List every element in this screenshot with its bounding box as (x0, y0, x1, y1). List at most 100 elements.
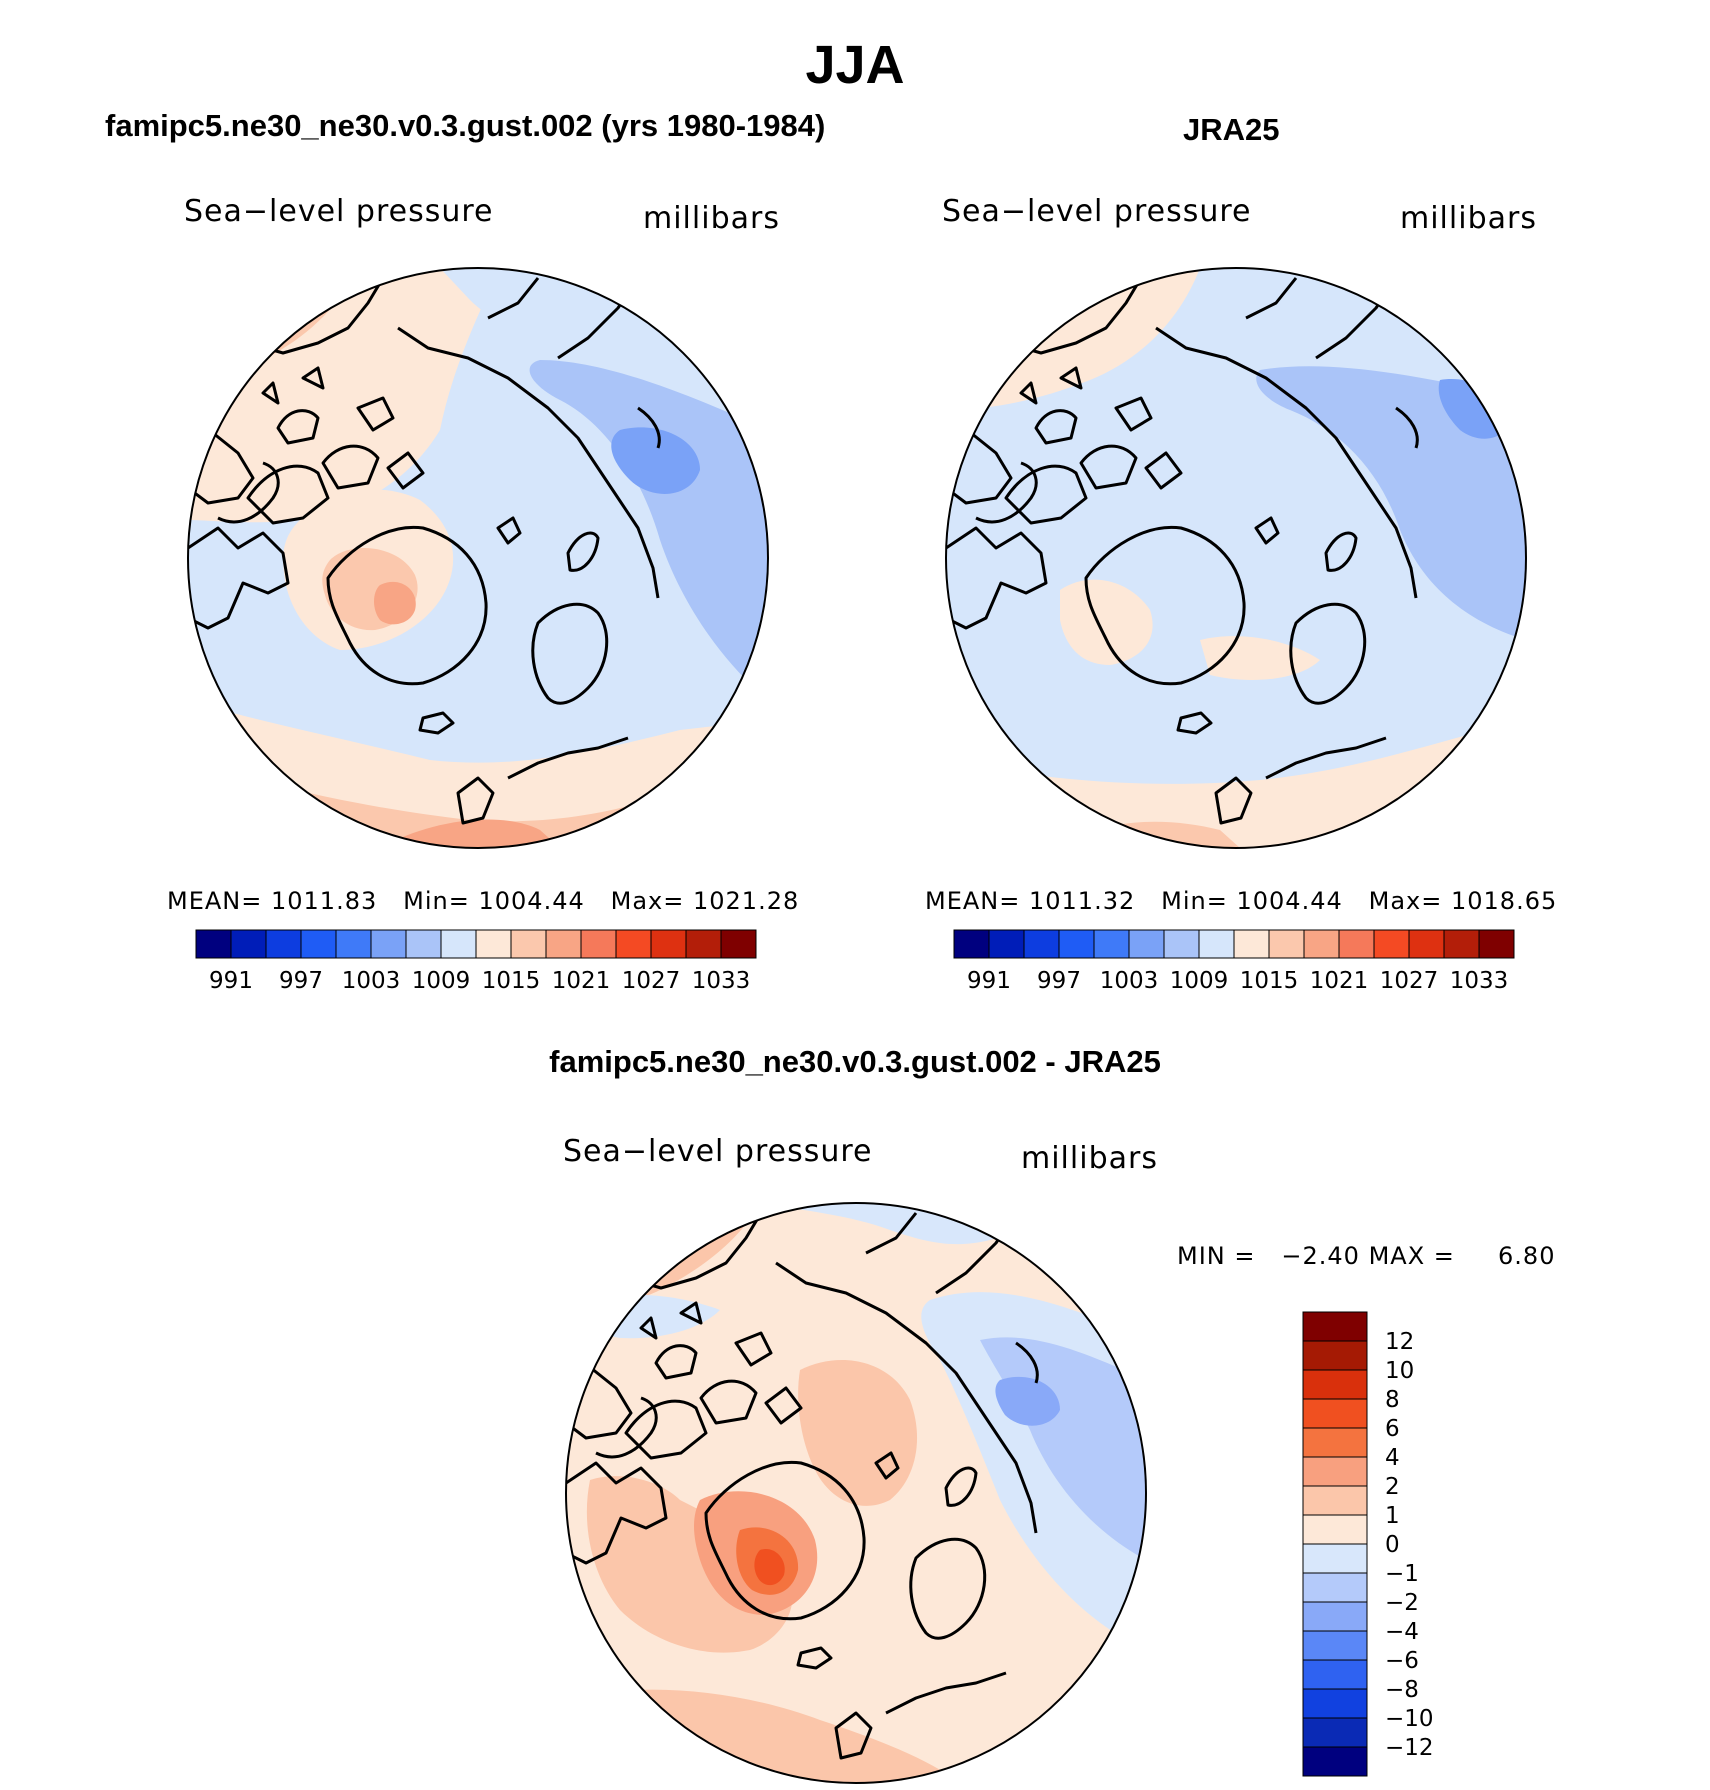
colorbar-tick-label: 997 (1037, 968, 1081, 994)
max-value: 6.80 (1498, 1242, 1556, 1270)
colorbar-swatch (1373, 929, 1410, 959)
colorbar-swatch (195, 929, 232, 959)
stats-obs: MEAN= 1011.32 Min= 1004.44 Max= 1018.65 (925, 887, 1557, 915)
colorbar-tick-label: 991 (967, 968, 1011, 994)
mean-label: MEAN= (925, 887, 1021, 915)
colorbar-swatch (510, 929, 547, 959)
colorbar-swatch (1163, 929, 1200, 959)
colorbar-swatch (1303, 929, 1340, 959)
colorbar-swatch (335, 929, 372, 959)
colorbar-model: 991 997 1003 1009 1015 1021 1027 1033 (195, 929, 757, 994)
colorbar-swatch (1128, 929, 1165, 959)
mean-value: 1011.83 (271, 887, 378, 915)
colorbar-swatch (1302, 1456, 1368, 1487)
colorbar-tick-label: −4 (1385, 1619, 1419, 1645)
colorbar-tick-label: 1033 (1450, 968, 1509, 994)
min-label: MIN = (1177, 1242, 1256, 1270)
stats-diff: MIN = −2.40 MAX = 6.80 (1177, 1242, 1555, 1270)
colorbar-swatch (1302, 1630, 1368, 1661)
colorbar-swatch (1058, 929, 1095, 959)
units-label-model: millibars (643, 201, 780, 236)
colorbar-swatch (405, 929, 442, 959)
colorbar-swatch (1408, 929, 1445, 959)
colorbar-tick-label: 10 (1385, 1358, 1414, 1384)
min-label: Min= (403, 887, 470, 915)
max-label: MAX = (1368, 1242, 1455, 1270)
colorbar-tick-label: 997 (279, 968, 323, 994)
colorbar-tick-label: 6 (1385, 1416, 1400, 1442)
colorbar-tick-label: 12 (1385, 1329, 1414, 1355)
panel-title-diff: famipc5.ne30_ne30.v0.3.gust.002 - JRA25 (549, 1044, 1161, 1079)
max-label: Max= (610, 887, 685, 915)
colorbar-tick-label: −1 (1385, 1561, 1419, 1587)
colorbar-swatch (475, 929, 512, 959)
colorbar-tick-label: 1003 (1100, 968, 1159, 994)
min-value: 1004.44 (1236, 887, 1343, 915)
colorbar-swatch (1302, 1514, 1368, 1545)
colorbar-swatch (615, 929, 652, 959)
colorbar-tick-label: 991 (209, 968, 253, 994)
colorbar-tick-label: 1027 (622, 968, 681, 994)
colorbar-tick-label: 4 (1385, 1445, 1400, 1471)
map-model (188, 268, 768, 848)
map-diff (566, 1203, 1146, 1783)
colorbar-swatch (1198, 929, 1235, 959)
colorbar-swatch (1302, 1572, 1368, 1603)
colorbar-tick-label: 1021 (552, 968, 611, 994)
max-value: 1021.28 (693, 887, 800, 915)
variable-label-model: Sea−level pressure (184, 194, 494, 229)
colorbar-swatch (1023, 929, 1060, 959)
colorbar-swatch (1302, 1311, 1368, 1342)
colorbar-tick-label: 1021 (1310, 968, 1369, 994)
colorbar-swatch (953, 929, 990, 959)
colorbar-tick-label: 8 (1385, 1387, 1400, 1413)
colorbar-swatch (1478, 929, 1515, 959)
panel-title-model: famipc5.ne30_ne30.v0.3.gust.002 (yrs 198… (105, 108, 826, 143)
min-value: 1004.44 (478, 887, 585, 915)
colorbar-swatch (1338, 929, 1375, 959)
colorbar-swatch (1302, 1746, 1368, 1777)
variable-label-diff: Sea−level pressure (563, 1134, 873, 1169)
max-value: 1018.65 (1451, 887, 1558, 915)
colorbar-tick-label: 1015 (1240, 968, 1299, 994)
map-boundary-obs (945, 267, 1527, 849)
colorbar-tick-label: −12 (1385, 1735, 1434, 1761)
colorbar-swatch (1302, 1485, 1368, 1516)
colorbar-tick-label: 1027 (1380, 968, 1439, 994)
variable-label-obs: Sea−level pressure (942, 194, 1252, 229)
colorbar-tick-label: −10 (1385, 1706, 1434, 1732)
mean-value: 1011.32 (1029, 887, 1136, 915)
colorbar-swatch (580, 929, 617, 959)
max-label: Max= (1368, 887, 1443, 915)
min-value: −2.40 (1281, 1242, 1360, 1270)
colorbar-swatch (265, 929, 302, 959)
colorbar-swatch (650, 929, 687, 959)
colorbar-swatch (720, 929, 757, 959)
colorbar-tick-label: 1 (1385, 1503, 1400, 1529)
colorbar-tick-label: 1009 (412, 968, 471, 994)
colorbar-tick-label: 0 (1385, 1532, 1400, 1558)
colorbar-tick-label: −6 (1385, 1648, 1419, 1674)
colorbar-swatch (1302, 1340, 1368, 1371)
colorbar-swatch (685, 929, 722, 959)
colorbar-swatch (1443, 929, 1480, 959)
units-label-diff: millibars (1021, 1141, 1158, 1176)
min-label: Min= (1161, 887, 1228, 915)
colorbar-tick-label: 1009 (1170, 968, 1229, 994)
mean-label: MEAN= (167, 887, 263, 915)
stats-model: MEAN= 1011.83 Min= 1004.44 Max= 1021.28 (167, 887, 799, 915)
colorbar-swatch (1302, 1369, 1368, 1400)
map-boundary-model (187, 267, 769, 849)
map-obs (946, 268, 1526, 848)
colorbar-swatch (230, 929, 267, 959)
colorbar-swatch (1302, 1543, 1368, 1574)
colorbar-swatch (370, 929, 407, 959)
colorbar-tick-label: 1003 (342, 968, 401, 994)
colorbar-swatch (1233, 929, 1270, 959)
units-label-obs: millibars (1400, 201, 1537, 236)
colorbar-tick-label: 1033 (692, 968, 751, 994)
colorbar-tick-label: 1015 (482, 968, 541, 994)
page-title: JJA (805, 35, 905, 95)
